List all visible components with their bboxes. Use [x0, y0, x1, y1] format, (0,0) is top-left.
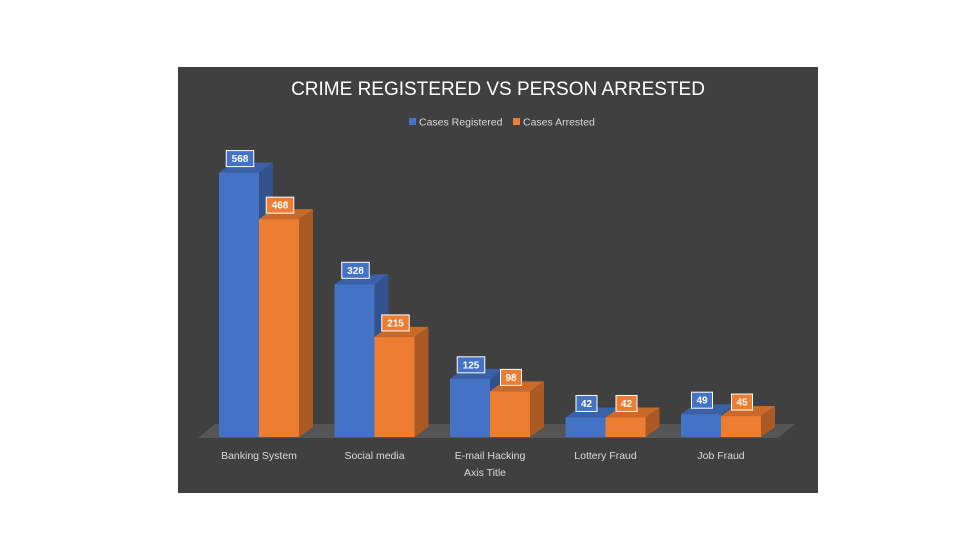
- svg-text:125: 125: [463, 360, 480, 371]
- x-axis: Banking System Social media E-mail Hacking…: [221, 450, 745, 462]
- svg-text:468: 468: [272, 201, 289, 212]
- bars-layer: 568 468 328 215 125 98 42 42 49 45: [219, 150, 775, 437]
- x-tick-e-mail-hacking: E-mail Hacking: [455, 450, 526, 462]
- x-axis-title: Axis Title: [464, 467, 506, 479]
- svg-text:328: 328: [347, 266, 364, 277]
- bar-cases-arrested-social-media: [374, 326, 429, 437]
- data-label-cases-arrested-e-mail-hacking: 98: [500, 368, 522, 386]
- data-label-cases-arrested-social-media: 215: [381, 314, 410, 332]
- legend-swatch-cases-registered: [409, 118, 416, 125]
- svg-text:98: 98: [505, 373, 517, 384]
- legend-label-cases-arrested: Cases Arrested: [523, 117, 595, 129]
- chart-panel: CRIME REGISTERED VS PERSON ARRESTED Case…: [178, 67, 818, 493]
- data-label-cases-registered-social-media: 328: [341, 261, 370, 279]
- bar-cases-arrested-job-fraud: [721, 406, 775, 437]
- legend: Cases Registered Cases Arrested: [409, 117, 595, 129]
- bar-chart: CRIME REGISTERED VS PERSON ARRESTED Case…: [198, 79, 795, 479]
- legend-label-cases-registered: Cases Registered: [419, 117, 503, 129]
- svg-text:568: 568: [232, 154, 249, 165]
- data-label-cases-registered-lottery-fraud: 42: [575, 394, 598, 412]
- data-label-cases-arrested-job-fraud: 45: [731, 393, 753, 411]
- svg-text:49: 49: [696, 396, 708, 407]
- x-tick-social-media: Social media: [344, 450, 404, 462]
- data-label-cases-registered-banking-system: 568: [225, 150, 255, 168]
- data-label-cases-arrested-banking-system: 468: [265, 196, 295, 214]
- svg-text:215: 215: [387, 318, 404, 329]
- bar-cases-arrested-banking-system: [259, 209, 313, 437]
- legend-swatch-cases-arrested: [513, 118, 520, 125]
- x-tick-lottery-fraud: Lottery Fraud: [574, 450, 637, 462]
- svg-text:45: 45: [736, 398, 748, 409]
- x-tick-banking-system: Banking System: [221, 450, 297, 462]
- chart-title: CRIME REGISTERED VS PERSON ARRESTED: [291, 79, 705, 100]
- x-tick-job-fraud: Job Fraud: [697, 450, 744, 462]
- data-label-cases-registered-job-fraud: 49: [691, 391, 713, 409]
- data-label-cases-arrested-lottery-fraud: 42: [615, 394, 638, 412]
- data-label-cases-registered-e-mail-hacking: 125: [456, 356, 486, 374]
- bar-cases-arrested-e-mail-hacking: [490, 381, 544, 437]
- svg-text:42: 42: [581, 399, 593, 410]
- svg-text:42: 42: [621, 399, 633, 410]
